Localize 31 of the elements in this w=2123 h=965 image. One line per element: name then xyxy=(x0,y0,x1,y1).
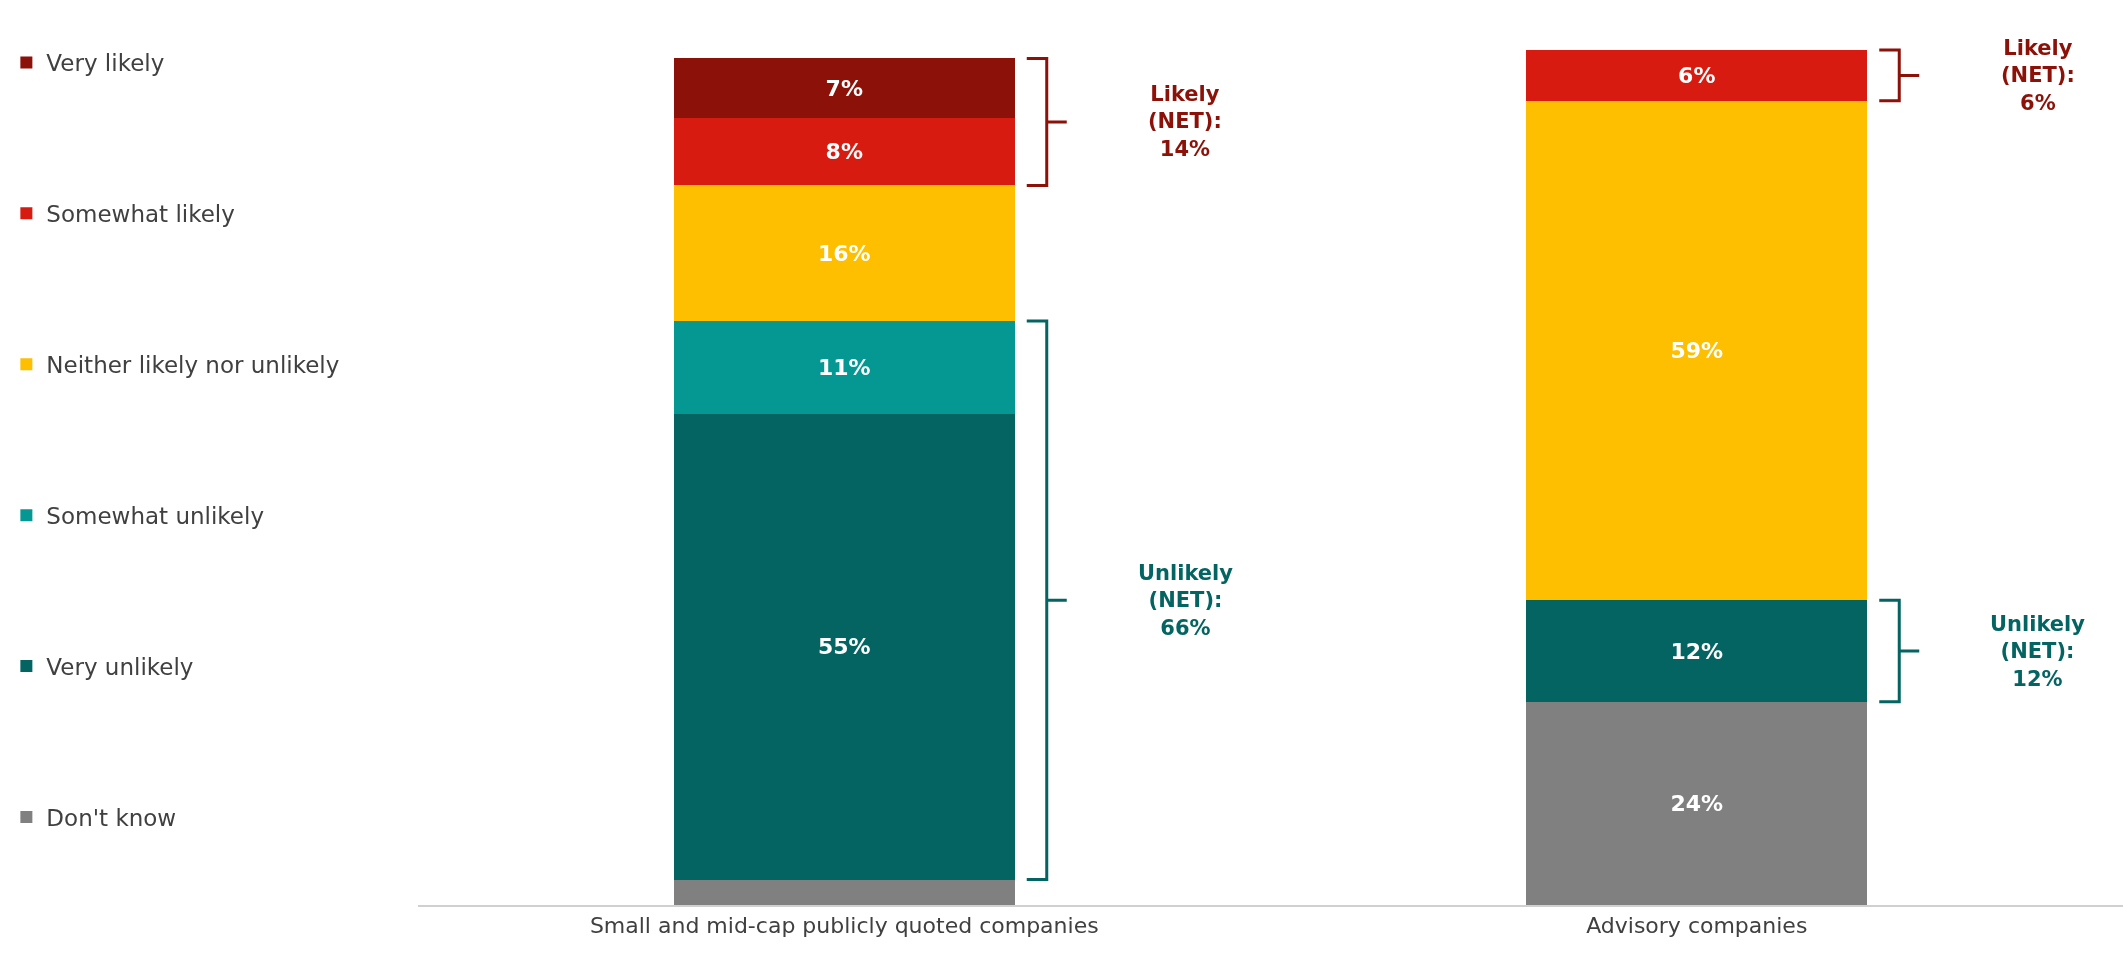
bar xyxy=(673,58,1015,118)
bar xyxy=(1526,50,1868,101)
data-label: 12% xyxy=(1670,638,1724,664)
legend-label: Somewhat likely xyxy=(46,201,235,228)
annotation: Likely (NET): 6% xyxy=(2001,36,2075,115)
bar xyxy=(673,320,1015,415)
annotation: Unlikely (NET): 66% xyxy=(1138,561,1234,640)
x-tick-label: Advisory companies xyxy=(1586,913,1808,939)
legend-label: Very unlikely xyxy=(46,654,194,681)
bar xyxy=(673,185,1015,321)
annotation: Likely (NET): 14% xyxy=(1148,82,1222,161)
bar xyxy=(1526,701,1868,905)
data-label: 59% xyxy=(1670,338,1724,364)
data-label: 24% xyxy=(1670,790,1724,816)
legend-label: Very likely xyxy=(46,50,165,77)
data-label: 6% xyxy=(1678,62,1716,88)
legend-label: Don't know xyxy=(46,804,177,831)
annotation: Unlikely (NET): 12% xyxy=(1990,612,2086,691)
bar xyxy=(673,117,1015,186)
data-label: 8% xyxy=(825,139,863,165)
bar xyxy=(673,879,1015,905)
x-tick-label: Small and mid-cap publicly quoted companies xyxy=(589,913,1099,939)
data-label: 16% xyxy=(817,240,871,266)
data-label: 11% xyxy=(817,354,871,380)
bar xyxy=(1526,100,1868,601)
legend-label: Neither likely nor unlikely xyxy=(46,352,340,379)
bar xyxy=(1526,600,1868,702)
bar xyxy=(673,414,1015,880)
data-label: 55% xyxy=(817,634,871,660)
legend-label: Somewhat unlikely xyxy=(46,503,264,530)
data-label: 7% xyxy=(825,75,863,101)
